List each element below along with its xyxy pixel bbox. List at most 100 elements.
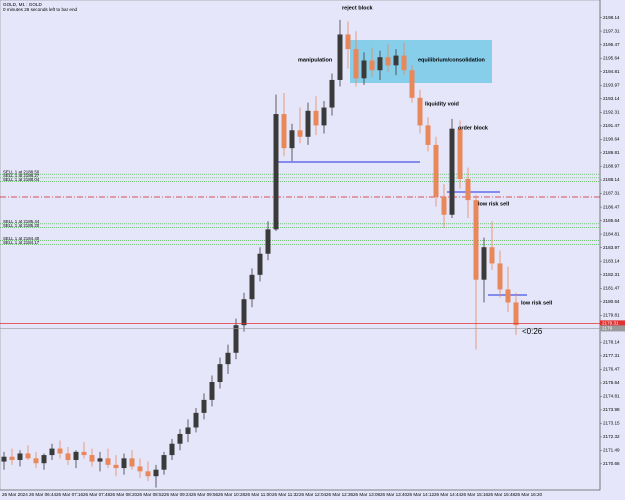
candle-body <box>209 382 215 400</box>
candle-body <box>305 110 311 137</box>
candle-body <box>473 200 479 280</box>
y-tick-label: 2180.64 <box>603 299 620 304</box>
bid-label: 2179.31 <box>602 321 619 326</box>
order-label: SELL 1 at 2184.17 <box>3 240 40 245</box>
candle-body <box>89 455 95 462</box>
candle-body <box>401 55 407 71</box>
candle-body <box>353 49 359 79</box>
y-tick-label: 2189.81 <box>603 150 620 155</box>
candle-body <box>121 458 127 469</box>
candle-body <box>433 144 439 197</box>
candle-body <box>289 130 295 149</box>
y-tick-label: 2198.14 <box>603 15 620 20</box>
y-tick-label: 2188.97 <box>603 164 620 169</box>
x-tick-label: 26 Mar 09:56 <box>191 492 219 497</box>
y-tick-label: 2186.47 <box>603 204 620 209</box>
bar-countdown: <0:26 <box>522 327 543 336</box>
ask-label: 2179 <box>602 326 613 331</box>
candle-body <box>441 196 447 215</box>
y-tick-label: 2172.32 <box>603 434 620 439</box>
candle-body <box>185 427 191 434</box>
y-tick-label: 2191.47 <box>603 123 620 128</box>
y-tick-label: 2173.98 <box>603 407 620 412</box>
y-tick-label: 2187.31 <box>603 191 620 196</box>
header-symbol: GOLD, M1 : GOLD <box>3 2 42 7</box>
order-label: SELL 1 at 2184.40 <box>3 236 40 241</box>
candle-body <box>265 229 271 254</box>
candle-body <box>33 458 39 464</box>
candle-body <box>145 471 151 477</box>
candle-body <box>113 464 119 469</box>
y-tick-label: 2176.47 <box>603 367 620 372</box>
candle-body <box>329 79 335 108</box>
x-tick-label: 26 Mar 10:28 <box>218 492 246 497</box>
candle-body <box>345 34 351 50</box>
order-label: SELL 1 at 2188.50 <box>3 169 40 174</box>
candle-body <box>337 34 343 80</box>
candle-body <box>377 57 383 71</box>
candle-body <box>169 443 175 456</box>
y-tick-label: 2183.97 <box>603 245 620 250</box>
order-label: SELL 1 at 2185.20 <box>3 223 40 228</box>
annotation: liquidity void <box>425 101 459 107</box>
candle-body <box>313 110 319 126</box>
x-tick-label: 26 Mar 14:12 <box>407 492 435 497</box>
annotation: order block <box>458 125 489 131</box>
bid-box <box>600 320 625 327</box>
candle-body <box>41 455 47 464</box>
x-tick-label: 26 Mar 16:20 <box>515 492 543 497</box>
y-tick-label: 2179.81 <box>603 312 620 317</box>
annotation: reject block <box>342 5 374 11</box>
x-tick-label: 26 Mar 07:48 <box>83 492 111 497</box>
candle-body <box>505 289 511 303</box>
candle-body <box>81 451 87 456</box>
x-tick-label: 26 Mar 2024 <box>2 492 28 497</box>
candle-body <box>369 60 375 71</box>
candle-body <box>17 453 23 460</box>
candle-body <box>361 60 367 79</box>
y-tick-label: 2185.64 <box>603 218 620 223</box>
y-tick-label: 2196.47 <box>603 42 620 47</box>
candle-body <box>225 352 231 365</box>
x-tick-label: 26 Mar 15:48 <box>488 492 516 497</box>
candle-body <box>233 325 239 353</box>
candle-body <box>201 399 207 413</box>
candle-body <box>513 302 519 326</box>
y-tick-label: 2183.14 <box>603 258 620 263</box>
ask-box <box>600 325 625 332</box>
header-timer: 0 minutes 26 seconds left to bar end <box>3 7 78 12</box>
candle-body <box>273 114 279 230</box>
y-tick-label: 2177.31 <box>603 353 620 358</box>
order-label: SELL 1 at 2185.44 <box>3 219 40 224</box>
x-tick-label: 26 Mar 14:44 <box>434 492 462 497</box>
candle-body <box>321 107 327 126</box>
y-tick-label: 2182.31 <box>603 272 620 277</box>
candle-body <box>465 179 471 201</box>
candle-body <box>73 451 79 460</box>
y-tick-label: 2192.31 <box>603 109 620 114</box>
x-tick-label: 26 Mar 07:16 <box>56 492 84 497</box>
candle-body <box>217 364 223 383</box>
y-tick-label: 2190.64 <box>603 137 620 142</box>
candle-body <box>153 469 159 477</box>
x-tick-label: 26 Mar 09:24 <box>164 492 192 497</box>
y-tick-label: 2170.66 <box>603 461 620 466</box>
candle-body <box>161 455 167 470</box>
x-tick-label: 26 Mar 13:40 <box>380 492 408 497</box>
x-tick-label: 26 Mar 08:20 <box>110 492 138 497</box>
y-tick-label: 2175.64 <box>603 380 620 385</box>
x-tick-label: 26 Mar 12:36 <box>326 492 354 497</box>
order-label: SELL 1 at 2188.04 <box>3 177 40 182</box>
candle-body <box>57 448 63 454</box>
candle-body <box>425 125 431 145</box>
x-tick-label: 26 Mar 11:00 <box>245 492 272 497</box>
x-tick-label: 26 Mar 15:16 <box>461 492 489 497</box>
candle-body <box>241 299 247 326</box>
y-tick-label: 2193.97 <box>603 83 620 88</box>
candle-body <box>49 448 55 456</box>
candle-body <box>297 130 303 137</box>
candle-body <box>457 128 463 180</box>
y-tick-label: 2188.14 <box>603 177 620 182</box>
